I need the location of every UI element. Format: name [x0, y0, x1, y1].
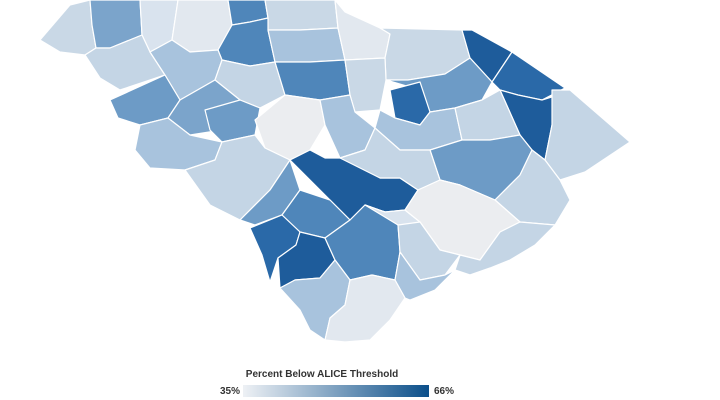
legend-title: Percent Below ALICE Threshold — [245, 369, 399, 380]
county-region — [544, 89, 631, 181]
legend-color-scale — [243, 385, 429, 397]
county-region — [267, 27, 346, 63]
county-region — [339, 127, 441, 191]
county-region — [324, 274, 406, 343]
county-region — [184, 134, 291, 221]
county-region — [334, 0, 391, 61]
county-region — [264, 0, 339, 31]
legend-min-label: 35% — [219, 386, 240, 397]
county-region — [454, 221, 556, 276]
legend-max-label: 66% — [434, 386, 455, 397]
county-region — [274, 59, 351, 101]
county-region — [39, 0, 97, 56]
county-regions — [39, 0, 631, 343]
